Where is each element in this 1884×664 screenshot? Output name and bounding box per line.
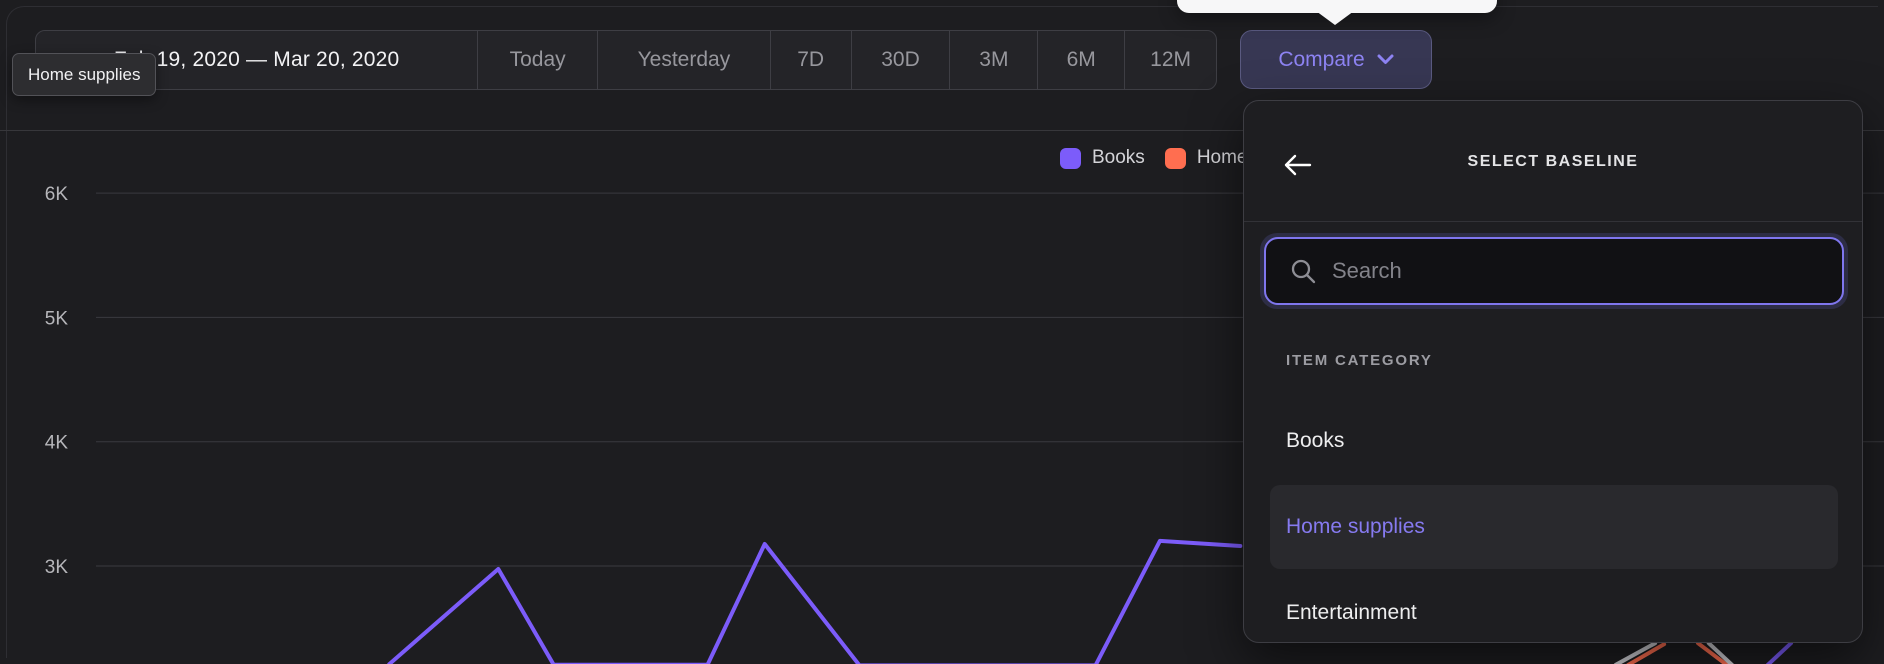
- y-tick-label-6K: 6K: [45, 184, 69, 205]
- arrow-left-icon: [1284, 154, 1312, 176]
- series-line-home-supplies: [1696, 641, 1729, 664]
- panel-title: SELECT BASELINE: [1467, 153, 1639, 170]
- preset-7d-button[interactable]: 7D: [769, 31, 851, 89]
- baseline-option-label: Entertainment: [1286, 601, 1417, 624]
- tooltip-arrow-notch: [1316, 11, 1354, 25]
- date-range-toolbar: Feb 19, 2020 — Mar 20, 2020 Today Yester…: [35, 30, 1217, 90]
- series-line-books: [387, 538, 1243, 664]
- series-line-comparison-period: [1613, 641, 1658, 664]
- chevron-down-icon: [1377, 54, 1394, 64]
- back-button[interactable]: [1280, 149, 1314, 181]
- series-line-books: [1765, 641, 1793, 664]
- baseline-option-home-supplies[interactable]: Home supplies: [1270, 485, 1838, 569]
- search-icon: [1291, 259, 1316, 284]
- preset-3m-button[interactable]: 3M: [949, 31, 1037, 89]
- item-category-section-label: ITEM CATEGORY: [1286, 352, 1433, 369]
- series-hover-tooltip: Home supplies: [12, 53, 157, 96]
- preset-yesterday-button[interactable]: Yesterday: [597, 31, 770, 89]
- panel-header-divider: [1244, 221, 1862, 222]
- home-supplies-series-swatch: [1164, 147, 1186, 169]
- search-field-frame: [1264, 237, 1844, 305]
- search-input[interactable]: [1332, 258, 1842, 284]
- series-line-comparison-period: [1706, 641, 1734, 664]
- preset-30d-button[interactable]: 30D: [850, 31, 950, 89]
- compare-button-label: Compare: [1278, 47, 1365, 71]
- y-tick-label-3K: 3K: [45, 557, 69, 578]
- preset-6m-button[interactable]: 6M: [1037, 31, 1124, 89]
- date-range-button[interactable]: Feb 19, 2020 — Mar 20, 2020: [113, 48, 400, 71]
- legend-entry-books[interactable]: Books: [1060, 147, 1145, 169]
- search-box: [1260, 233, 1848, 309]
- series-line-home-supplies: [1626, 642, 1667, 664]
- compare-button[interactable]: Compare: [1240, 30, 1432, 89]
- baseline-option-label: Home supplies: [1286, 515, 1425, 538]
- header-chart-divider: [0, 130, 1884, 131]
- books-series-swatch: [1060, 147, 1081, 169]
- y-tick-label-5K: 5K: [45, 308, 69, 329]
- series-hover-tooltip-text: Home supplies: [28, 64, 141, 84]
- preset-today-button[interactable]: Today: [477, 31, 597, 89]
- baseline-option-label: Books: [1286, 429, 1345, 452]
- cropped-white-tooltip: [1177, 0, 1497, 25]
- select-baseline-panel: SELECT BASELINE ITEM CATEGORY Books Home…: [1243, 100, 1863, 643]
- baseline-option-books[interactable]: Books: [1270, 399, 1838, 483]
- y-tick-label-4K: 4K: [45, 433, 69, 454]
- baseline-option-entertainment[interactable]: Entertainment: [1270, 571, 1838, 642]
- preset-12m-button[interactable]: 12M: [1124, 31, 1216, 89]
- legend-label: Books: [1092, 147, 1145, 168]
